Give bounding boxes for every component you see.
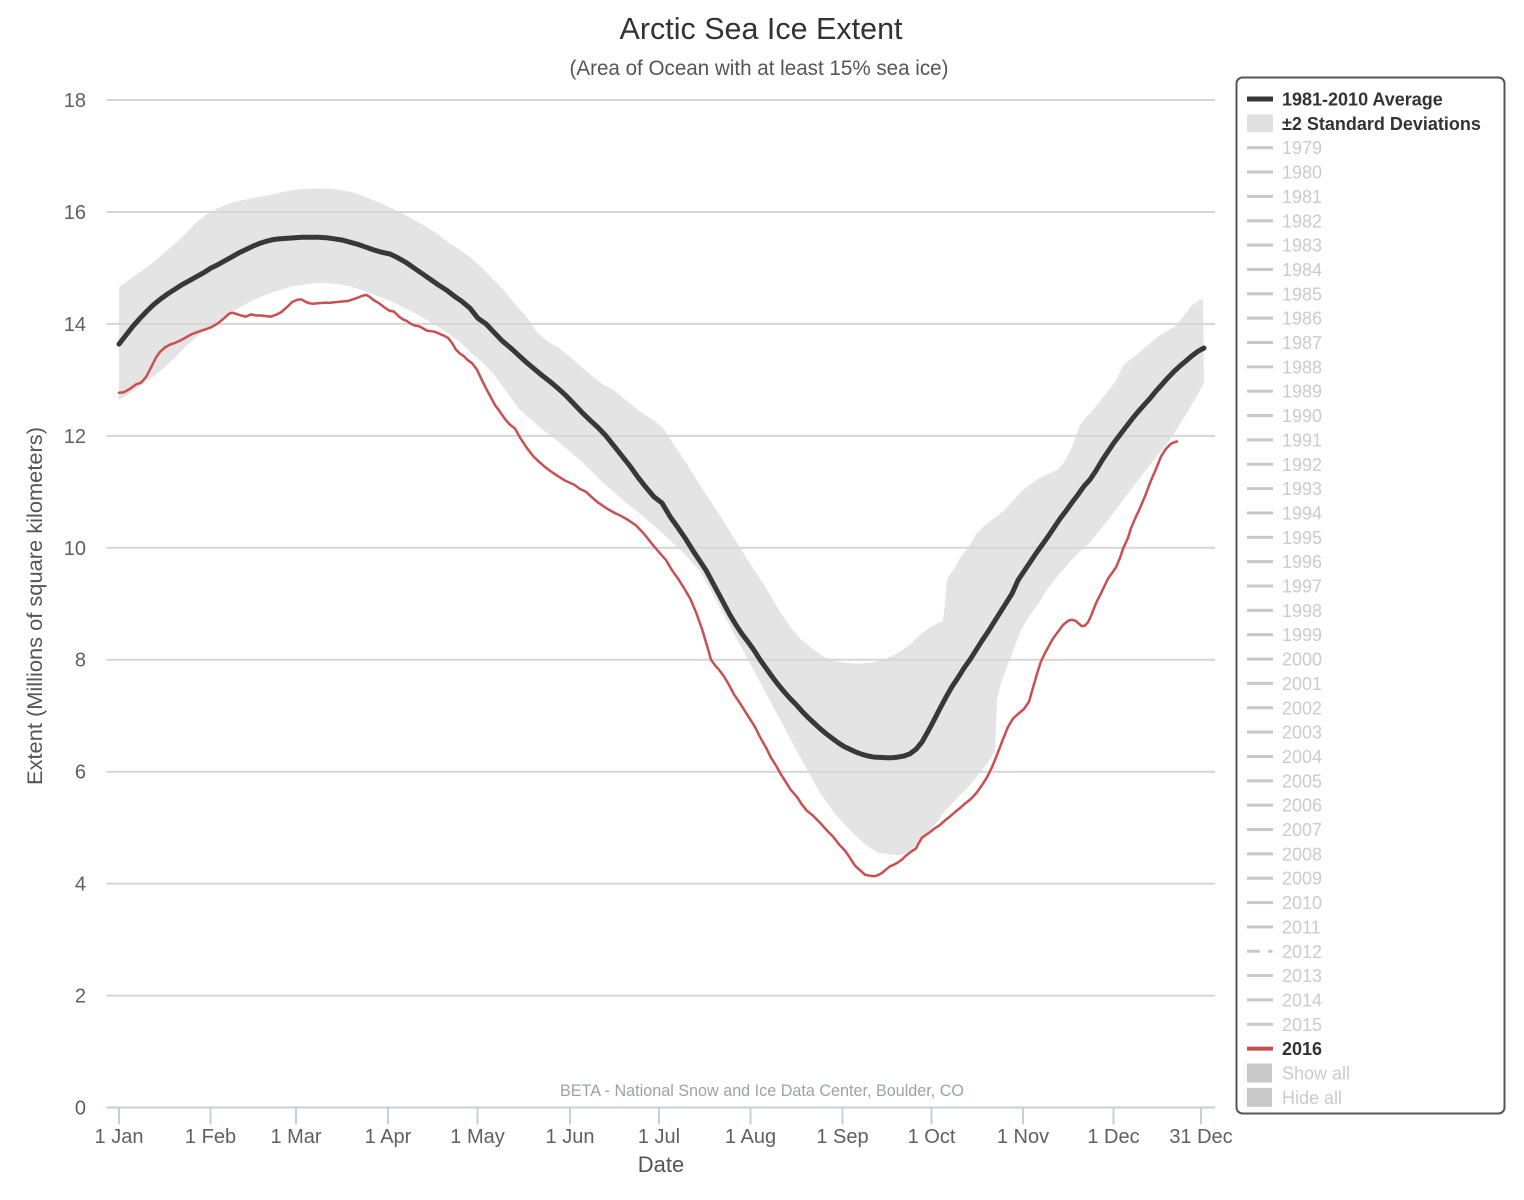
svg-text:1994: 1994	[1282, 503, 1322, 523]
svg-text:2003: 2003	[1282, 723, 1322, 743]
svg-text:6: 6	[75, 762, 86, 784]
svg-text:1984: 1984	[1282, 260, 1322, 280]
svg-text:1 Jun: 1 Jun	[546, 1126, 595, 1148]
svg-text:1990: 1990	[1282, 406, 1322, 426]
svg-text:1982: 1982	[1282, 211, 1322, 231]
svg-text:1993: 1993	[1282, 479, 1322, 499]
svg-text:1996: 1996	[1282, 552, 1322, 572]
svg-text:16: 16	[64, 202, 86, 224]
svg-text:2016: 2016	[1282, 1039, 1322, 1059]
svg-text:1 Jul: 1 Jul	[638, 1126, 680, 1148]
svg-text:8: 8	[75, 650, 86, 672]
svg-text:2015: 2015	[1282, 1015, 1322, 1035]
svg-text:1985: 1985	[1282, 284, 1322, 304]
svg-text:Arctic Sea Ice Extent: Arctic Sea Ice Extent	[620, 11, 903, 46]
svg-text:2000: 2000	[1282, 650, 1322, 670]
svg-text:2008: 2008	[1282, 844, 1322, 864]
svg-text:Extent (Millions of square kil: Extent (Millions of square kilometers)	[24, 427, 47, 785]
svg-text:2009: 2009	[1282, 869, 1322, 889]
svg-text:0: 0	[75, 1098, 86, 1120]
svg-text:Show all: Show all	[1282, 1064, 1350, 1084]
svg-text:1986: 1986	[1282, 309, 1322, 329]
svg-text:1980: 1980	[1282, 163, 1322, 183]
svg-text:2005: 2005	[1282, 771, 1322, 791]
svg-text:BETA - National Snow and Ice D: BETA - National Snow and Ice Data Center…	[560, 1081, 964, 1100]
svg-text:1 Mar: 1 Mar	[270, 1126, 321, 1148]
svg-text:1 May: 1 May	[450, 1126, 504, 1148]
svg-text:1 Oct: 1 Oct	[908, 1126, 956, 1148]
svg-text:31 Dec: 31 Dec	[1169, 1126, 1232, 1148]
svg-text:18: 18	[64, 90, 86, 112]
svg-text:±2 Standard Deviations: ±2 Standard Deviations	[1282, 114, 1481, 134]
svg-text:1991: 1991	[1282, 430, 1322, 450]
svg-text:Hide all: Hide all	[1282, 1088, 1342, 1108]
svg-text:1988: 1988	[1282, 357, 1322, 377]
svg-text:1 Jan: 1 Jan	[95, 1126, 144, 1148]
svg-text:1 Apr: 1 Apr	[365, 1126, 412, 1148]
svg-text:4: 4	[75, 874, 86, 896]
svg-text:2013: 2013	[1282, 966, 1322, 986]
svg-text:1979: 1979	[1282, 138, 1322, 158]
svg-text:1989: 1989	[1282, 382, 1322, 402]
svg-text:1997: 1997	[1282, 577, 1322, 597]
svg-text:14: 14	[64, 314, 86, 336]
svg-text:2014: 2014	[1282, 990, 1322, 1010]
svg-text:2012: 2012	[1282, 942, 1322, 962]
svg-text:1999: 1999	[1282, 625, 1322, 645]
svg-text:12: 12	[64, 426, 86, 448]
svg-text:1987: 1987	[1282, 333, 1322, 353]
svg-text:1 Aug: 1 Aug	[725, 1126, 776, 1148]
svg-text:1 Dec: 1 Dec	[1087, 1126, 1139, 1148]
svg-text:Date: Date	[638, 1152, 684, 1177]
svg-text:1983: 1983	[1282, 236, 1322, 256]
svg-text:2004: 2004	[1282, 747, 1322, 767]
svg-text:2007: 2007	[1282, 820, 1322, 840]
svg-text:1992: 1992	[1282, 455, 1322, 475]
svg-text:10: 10	[64, 538, 86, 560]
svg-text:(Area of Ocean with at least 1: (Area of Ocean with at least 15% sea ice…	[570, 57, 949, 80]
svg-text:1 Feb: 1 Feb	[185, 1126, 236, 1148]
svg-text:1 Nov: 1 Nov	[997, 1126, 1049, 1148]
svg-text:2001: 2001	[1282, 674, 1322, 694]
svg-text:2: 2	[75, 986, 86, 1008]
svg-text:1981: 1981	[1282, 187, 1322, 207]
svg-text:1981-2010 Average: 1981-2010 Average	[1282, 90, 1443, 110]
svg-text:1 Sep: 1 Sep	[816, 1126, 868, 1148]
svg-text:2006: 2006	[1282, 796, 1322, 816]
svg-text:1998: 1998	[1282, 601, 1322, 621]
svg-text:2010: 2010	[1282, 893, 1322, 913]
svg-text:2011: 2011	[1282, 917, 1321, 937]
svg-text:1995: 1995	[1282, 528, 1322, 548]
svg-text:2002: 2002	[1282, 698, 1322, 718]
